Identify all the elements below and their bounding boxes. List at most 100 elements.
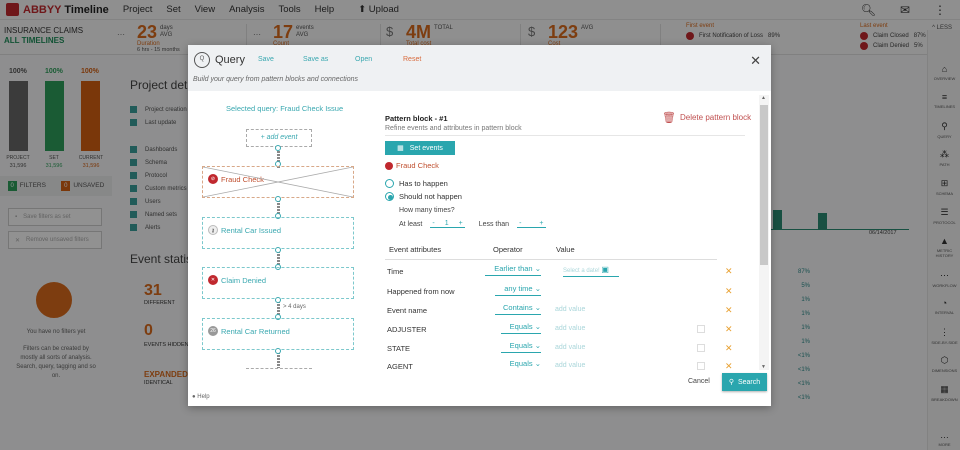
menu-set[interactable]: Set [166,4,181,15]
less-toggle[interactable]: ^ LESS [932,25,952,31]
operator-select[interactable]: Equals ⌄ [501,341,541,353]
query-dialog: Q Query Save Save as Open Reset Build yo… [188,45,771,406]
connector[interactable] [277,352,280,368]
scroll-down-icon[interactable]: ▼ [761,364,766,370]
col-header-operator: Operator [493,245,523,254]
open-button[interactable]: Open [355,56,373,63]
at-least-stepper[interactable]: - 1 + [430,220,465,228]
nav-side-by-side[interactable]: ⋮ SIDE-BY-SIDE [928,327,960,345]
scrollbar[interactable]: ▲ ▼ [759,95,769,370]
menu-view[interactable]: View [194,4,216,15]
nav-overview[interactable]: ⌂ OVERVIEW [928,64,960,81]
value-input[interactable]: add value [555,306,586,313]
operator-select[interactable]: Equals ⌄ [501,322,541,334]
nav-schema[interactable]: ⊞ SCHEMA [928,178,960,196]
menu-help[interactable]: Help [314,4,335,15]
filters-toggle[interactable]: 0 FILTERS [7,181,46,191]
nav-workflow[interactable]: ⋯ WORKFLOW [928,270,960,288]
pd-item[interactable]: Named sets [130,211,177,218]
pd-item[interactable]: Users [130,198,161,205]
value-input[interactable]: add value [555,344,586,351]
search-button[interactable]: ⚲ Search [722,373,767,391]
help-link[interactable]: ● Help [192,394,210,400]
remove-attr-icon[interactable]: ✕ [725,324,733,334]
pattern-block-rental-car-returned[interactable]: 26 Rental Car Returned [202,318,354,350]
more-vert-icon[interactable]: ⋮ [934,2,946,17]
plus-button[interactable]: + [458,220,463,227]
connector-node[interactable] [275,213,281,219]
save-as-button[interactable]: Save as [303,56,329,63]
pd-item: Project creation [130,106,187,113]
connector[interactable] [277,200,280,216]
operator-select[interactable]: any time ⌄ [495,284,541,296]
mail-icon[interactable]: ✉ [899,2,910,17]
delete-pattern-block-button[interactable]: 🗑︎ Delete pattern block [662,111,751,124]
menu-analysis[interactable]: Analysis [229,4,265,15]
nav-metric-history[interactable]: ▲ METRIC HISTORY [928,236,960,258]
remove-attr-icon[interactable]: ✕ [725,305,733,315]
nav-breakdown[interactable]: ▦ BREAKDOWN [928,384,960,402]
date-picker[interactable]: Select a date! ▣ [563,265,619,277]
less-than-stepper[interactable]: - + [517,220,546,228]
search-icon[interactable]: 🔍︎ [860,2,876,17]
edit-icon[interactable] [697,325,705,333]
at-least-value[interactable]: 1 [444,220,449,227]
nav-dimensions[interactable]: ⬡ DIMENSIONS [928,355,960,373]
connector-node[interactable] [275,297,281,303]
edit-icon[interactable] [697,362,705,370]
nav-protocol[interactable]: ☰ PROTOCOL [928,207,960,225]
pd-item[interactable]: Alerts [130,224,160,231]
scrollbar-thumb[interactable] [760,105,768,265]
project-subtitle[interactable]: ALL TIMELINES [4,36,65,45]
operator-select[interactable]: Equals ⌄ [501,359,541,370]
connector-node[interactable] [275,247,281,253]
pd-item[interactable]: Custom metrics [130,185,187,192]
operator-select[interactable]: Earlier than ⌄ [485,264,541,276]
radio-has-to-happen[interactable]: Has to happen [385,179,448,188]
save-filters-button[interactable]: ▪ Save filters as set [8,208,102,226]
connector-node[interactable] [275,196,281,202]
connector-node[interactable] [275,145,281,151]
menu-tools[interactable]: Tools [278,4,301,15]
nav-path[interactable]: ⁂ PATH [928,149,960,167]
upload-button[interactable]: ⬆ Upload [358,4,399,15]
attr-row-event-name: Event name Contains ⌄ add value ✕ [385,303,735,321]
edit-icon[interactable] [697,344,705,352]
save-button[interactable]: Save [258,56,274,63]
connector-node[interactable] [275,348,281,354]
nav-more[interactable]: … MORE [928,430,960,447]
close-icon[interactable]: ✕ [750,53,761,68]
remove-attr-icon[interactable]: ✕ [725,361,733,371]
value-input[interactable]: add value [555,325,586,332]
selected-query-link[interactable]: Selected query: Fraud Check Issue [226,104,344,113]
unsaved-toggle[interactable]: 0 UNSAVED [61,181,104,191]
nav-timelines[interactable]: ≡ TIMELINES [928,92,960,109]
reset-button[interactable]: Reset [403,56,422,63]
pattern-block-fraud-check[interactable]: ⊘ Fraud Check [202,166,354,198]
minus-button[interactable]: - [519,220,522,227]
connector-node[interactable] [275,314,281,320]
remove-attr-icon[interactable]: ✕ [725,286,733,296]
connector[interactable] [277,148,280,168]
radio-should-not-happen[interactable]: Should not happen [385,192,462,201]
operator-select[interactable]: Contains ⌄ [495,303,541,315]
connector[interactable] [277,301,280,317]
pd-item[interactable]: Dashboards [130,146,177,153]
pattern-block-rental-car-issued[interactable]: ⚷ Rental Car Issued [202,217,354,249]
menu-project[interactable]: Project [122,4,153,15]
set-events-button[interactable]: ▦ Set events [385,141,455,155]
value-input[interactable]: add value [555,362,586,369]
minus-button[interactable]: - [432,220,435,227]
pattern-block-claim-denied[interactable]: ✕ Claim Denied [202,267,354,299]
remove-attr-icon[interactable]: ✕ [725,266,733,276]
plus-button[interactable]: + [539,220,544,227]
pd-item[interactable]: Protocol [130,172,167,179]
pd-item[interactable]: Schema [130,159,167,166]
cancel-button[interactable]: Cancel [688,378,710,385]
nav-interval[interactable]: ◔ INTERVAL [928,298,960,315]
remove-attr-icon[interactable]: ✕ [725,343,733,353]
connector[interactable] [277,251,280,267]
remove-filters-button[interactable]: ✕ Remove unsaved filters [8,231,102,249]
scroll-up-icon[interactable]: ▲ [761,95,766,101]
nav-query[interactable]: ⚲ QUERY [928,121,960,139]
